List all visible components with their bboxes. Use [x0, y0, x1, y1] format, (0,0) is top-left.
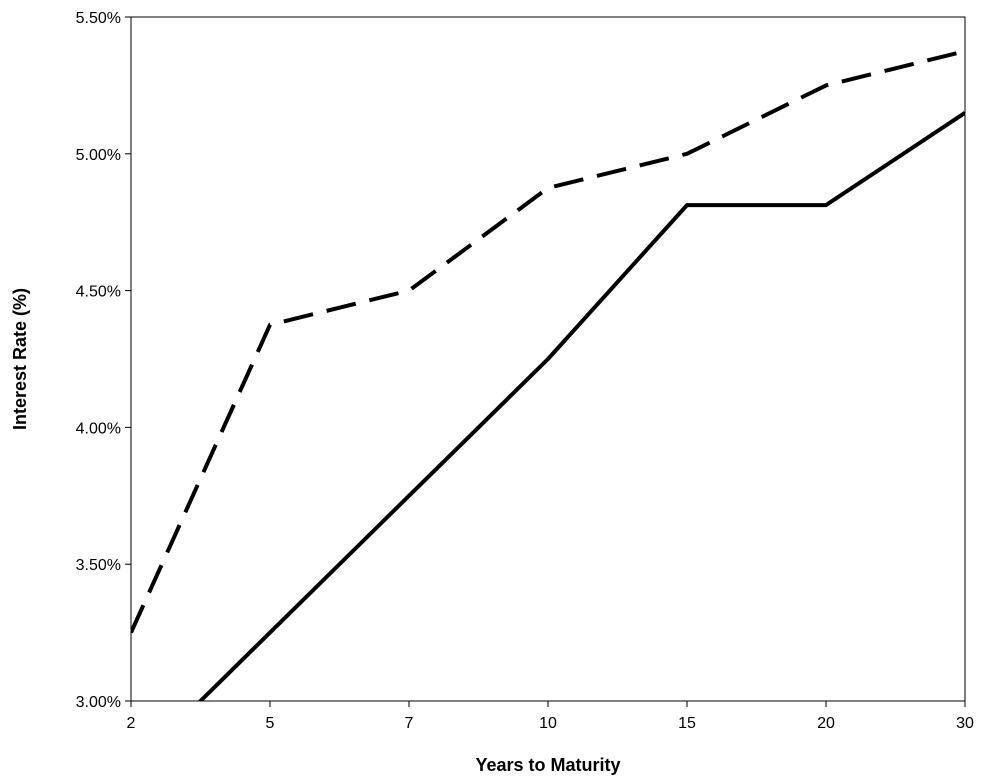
- x-tick-label: 5: [266, 715, 275, 732]
- y-tick-label: 5.00%: [76, 147, 121, 164]
- solid-series-line: [131, 113, 965, 770]
- x-tick-label: 7: [405, 715, 414, 732]
- series-layer: [131, 51, 965, 769]
- y-tick-label: 3.00%: [76, 694, 121, 711]
- y-axis-title: Interest Rate (%): [10, 288, 30, 430]
- dashed-series-line: [131, 51, 965, 632]
- x-tick-label: 20: [817, 715, 835, 732]
- y-tick-label: 5.50%: [76, 10, 121, 27]
- y-axis: 3.00% 3.50% 4.00% 4.50% 5.00% 5.50%: [76, 10, 131, 711]
- x-tick-label: 10: [539, 715, 557, 732]
- x-tick-label: 15: [678, 715, 696, 732]
- x-tick-label: 30: [956, 715, 974, 732]
- y-tick-label: 3.50%: [76, 557, 121, 574]
- y-tick-label: 4.00%: [76, 420, 121, 437]
- x-tick-label: 2: [127, 715, 136, 732]
- x-axis-title: Years to Maturity: [475, 755, 620, 775]
- x-axis: 2 5 7 10 15 20 30: [127, 701, 974, 732]
- y-tick-label: 4.50%: [76, 284, 121, 301]
